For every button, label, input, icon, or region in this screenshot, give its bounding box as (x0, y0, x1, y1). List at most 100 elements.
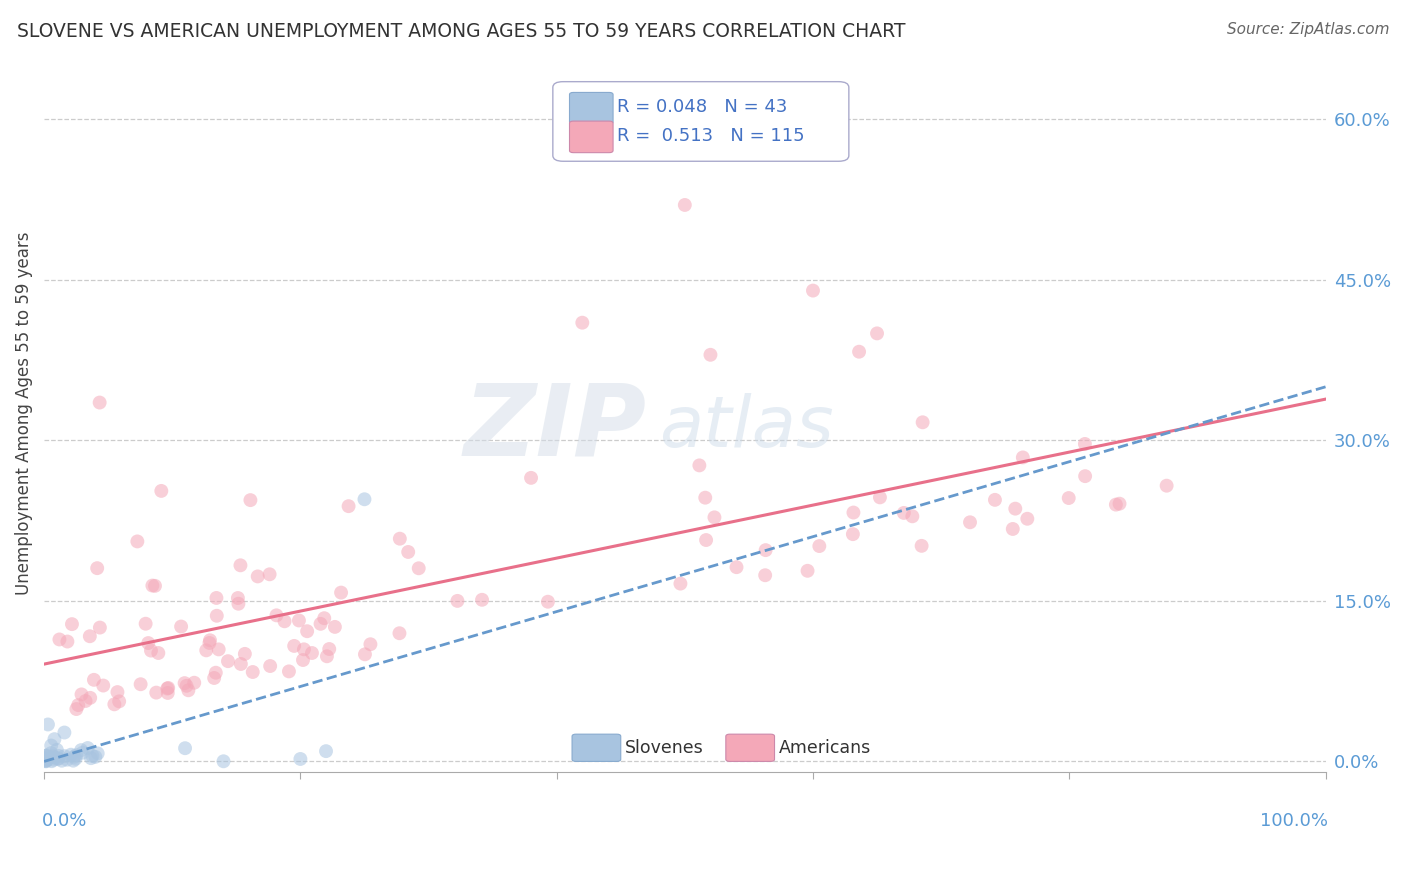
Point (173, 676, 195, 690)
Point (699, 348, 721, 362)
FancyBboxPatch shape (725, 734, 775, 762)
Point (228, 597, 250, 611)
Text: R =  0.513   N = 115: R = 0.513 N = 115 (617, 128, 804, 145)
Point (145, 685, 167, 699)
Point (259, 567, 281, 582)
Point (41, 754, 63, 768)
Point (65, 752, 87, 766)
Point (808, 539, 831, 553)
Point (359, 637, 381, 651)
Point (354, 648, 377, 662)
Point (1001, 522, 1024, 536)
Point (89, 395, 111, 409)
Point (72, 746, 94, 760)
Point (537, 595, 560, 609)
Point (177, 683, 200, 698)
Point (755, 543, 778, 558)
Point (869, 491, 891, 505)
Point (136, 636, 159, 650)
Point (695, 533, 717, 547)
Point (135, 616, 157, 631)
Point (309, 616, 332, 631)
FancyBboxPatch shape (553, 82, 849, 161)
Point (353, 492, 375, 507)
Point (446, 594, 468, 608)
Point (205, 608, 228, 623)
Point (82, 749, 104, 764)
Point (37, 717, 59, 731)
Point (471, 592, 494, 607)
Text: 100.0%: 100.0% (1260, 812, 1329, 830)
Point (1156, 478, 1178, 492)
Point (195, 643, 218, 657)
Point (48, 751, 70, 765)
Point (337, 499, 360, 513)
FancyBboxPatch shape (572, 734, 621, 762)
Point (288, 614, 311, 628)
Point (226, 591, 249, 605)
Point (571, 316, 593, 330)
Point (273, 615, 295, 629)
Point (156, 686, 179, 700)
Point (44, 732, 66, 747)
Point (51, 754, 73, 768)
Point (62, 754, 84, 768)
Point (35, 749, 58, 764)
Point (520, 471, 543, 485)
Point (79, 690, 101, 705)
Point (108, 694, 131, 708)
Text: atlas: atlas (659, 393, 834, 462)
Point (127, 534, 149, 549)
Point (408, 561, 430, 575)
Point (39, 739, 62, 753)
Point (34, 748, 56, 763)
Point (48, 632, 70, 647)
Point (842, 506, 865, 520)
Point (34, 751, 56, 765)
Point (60, 617, 83, 632)
Y-axis label: Unemployment Among Ages 55 to 59 years: Unemployment Among Ages 55 to 59 years (15, 232, 32, 595)
Point (46, 752, 69, 766)
Point (76, 741, 98, 756)
Point (37, 753, 59, 767)
Point (208, 642, 231, 657)
Point (56, 634, 79, 648)
Point (103, 698, 125, 712)
Point (202, 671, 225, 685)
Text: 0.0%: 0.0% (42, 812, 87, 830)
Text: Slovenes: Slovenes (624, 739, 703, 756)
Point (86, 561, 108, 575)
Point (695, 491, 717, 505)
Point (848, 344, 870, 359)
Point (139, 643, 162, 657)
Point (283, 639, 305, 653)
Point (70, 687, 93, 701)
Point (388, 626, 411, 640)
Point (174, 741, 197, 756)
Point (673, 198, 696, 212)
Point (1011, 450, 1033, 465)
Text: ZIP: ZIP (464, 379, 647, 476)
Point (266, 608, 288, 623)
Point (91, 679, 114, 693)
Point (198, 633, 221, 648)
Point (83, 673, 105, 687)
Point (205, 591, 228, 605)
Point (56, 753, 79, 767)
Point (316, 649, 339, 664)
Point (63, 749, 86, 764)
Point (65, 702, 87, 716)
Point (39, 746, 62, 760)
Text: Source: ZipAtlas.com: Source: ZipAtlas.com (1226, 22, 1389, 37)
Point (157, 681, 180, 695)
Point (330, 585, 353, 599)
Point (170, 619, 193, 633)
Point (910, 539, 932, 553)
FancyBboxPatch shape (569, 121, 613, 153)
Point (315, 744, 337, 758)
Point (246, 569, 269, 583)
Point (84, 750, 107, 764)
Point (796, 564, 818, 578)
Point (65, 748, 87, 763)
Point (1074, 469, 1097, 483)
